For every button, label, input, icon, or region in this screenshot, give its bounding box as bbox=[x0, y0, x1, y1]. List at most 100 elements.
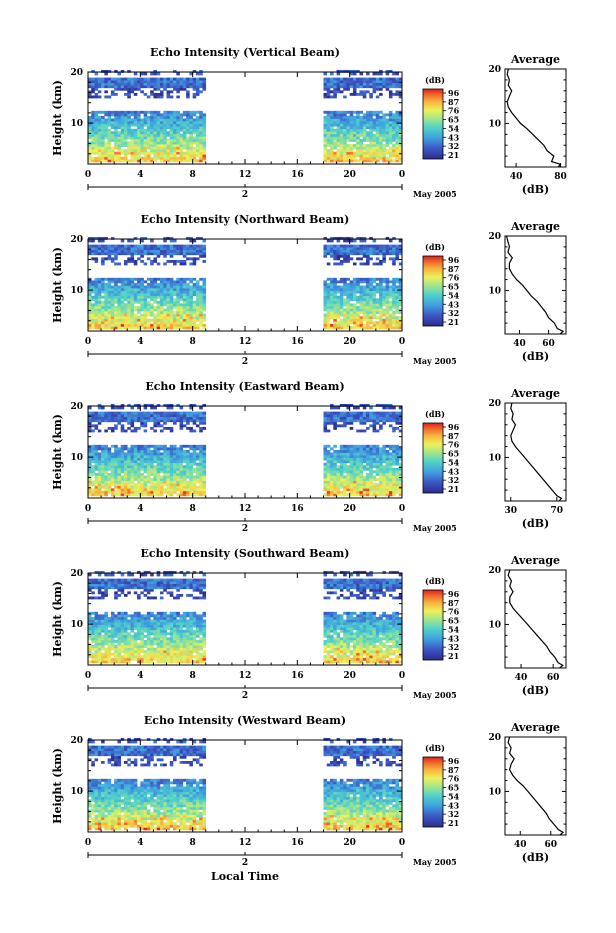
heatmap-cell bbox=[176, 296, 180, 299]
heatmap-cell bbox=[189, 455, 193, 458]
heatmap-cell bbox=[104, 147, 108, 150]
heatmap-cell bbox=[395, 473, 399, 476]
heatmap-cell bbox=[363, 458, 367, 461]
heatmap-cell bbox=[196, 136, 200, 139]
heatmap-cell bbox=[373, 455, 377, 458]
heatmap-cell bbox=[330, 422, 334, 425]
heatmap-cell bbox=[330, 136, 334, 139]
heatmap-cell bbox=[369, 311, 373, 314]
average-x-tick-label: 30 bbox=[504, 506, 517, 516]
heatmap-cell bbox=[88, 283, 92, 286]
heatmap-cell bbox=[202, 419, 206, 422]
heatmap-cell bbox=[144, 458, 148, 461]
heatmap-cell bbox=[363, 493, 367, 496]
heatmap-cell bbox=[373, 240, 377, 243]
heatmap-cell bbox=[363, 476, 367, 479]
heatmap-cell bbox=[369, 419, 373, 422]
heatmap-cell bbox=[153, 407, 157, 410]
heatmap-cell bbox=[193, 260, 197, 263]
heatmap-cell bbox=[150, 93, 154, 96]
heatmap-cell bbox=[147, 288, 151, 291]
heatmap-cell bbox=[180, 245, 184, 248]
heatmap-cell bbox=[121, 319, 125, 322]
colorbar-title: (dB) bbox=[425, 75, 445, 85]
heatmap-cell bbox=[359, 412, 363, 415]
heatmap-cell bbox=[392, 314, 396, 317]
heatmap-cell bbox=[167, 473, 171, 476]
heatmap-cell bbox=[324, 450, 328, 453]
heatmap-cell bbox=[114, 157, 118, 160]
heatmap-cell bbox=[395, 154, 399, 157]
heatmap-cell bbox=[373, 424, 377, 427]
heatmap-cell bbox=[379, 152, 383, 155]
heatmap-cell bbox=[189, 445, 193, 448]
heatmap-cell bbox=[150, 85, 154, 88]
x-tick-label: 12 bbox=[239, 170, 252, 180]
heatmap-cell bbox=[343, 116, 347, 119]
heatmap-cell bbox=[186, 417, 190, 420]
heatmap-cell bbox=[359, 240, 363, 243]
heatmap-cell bbox=[350, 463, 354, 466]
heatmap-cell bbox=[330, 131, 334, 134]
heatmap-cell bbox=[202, 80, 206, 83]
heatmap-cell bbox=[376, 119, 380, 122]
heatmap-cell bbox=[327, 288, 331, 291]
heatmap-cell bbox=[176, 139, 180, 142]
heatmap-cell bbox=[379, 483, 383, 486]
heatmap-cell bbox=[202, 152, 206, 155]
heatmap-cell bbox=[202, 458, 206, 461]
heatmap-cell bbox=[104, 293, 108, 296]
heatmap-cell bbox=[379, 139, 383, 142]
heatmap-cell bbox=[366, 455, 370, 458]
heatmap-cell bbox=[366, 83, 370, 86]
heatmap-cell bbox=[153, 481, 157, 484]
heatmap-cell bbox=[373, 124, 377, 127]
heatmap-cell bbox=[147, 247, 151, 250]
heatmap-cell bbox=[170, 144, 174, 147]
heatmap-cell bbox=[373, 73, 377, 76]
heatmap-cell bbox=[346, 85, 350, 88]
heatmap-cell bbox=[369, 493, 373, 496]
heatmap-cell bbox=[196, 447, 200, 450]
heatmap-cell bbox=[137, 488, 141, 491]
heatmap-cell bbox=[160, 417, 164, 420]
heatmap-cell bbox=[389, 142, 393, 145]
heatmap-cell bbox=[131, 134, 135, 137]
heatmap-cell bbox=[389, 319, 393, 322]
heatmap-cell bbox=[359, 129, 363, 132]
heatmap-cell bbox=[376, 463, 380, 466]
heatmap-cell bbox=[144, 85, 148, 88]
heatmap-cell bbox=[373, 291, 377, 294]
heatmap-cell bbox=[189, 412, 193, 415]
heatmap-cell bbox=[386, 481, 390, 484]
heatmap-cell bbox=[199, 470, 203, 473]
heatmap-cell bbox=[392, 80, 396, 83]
heatmap-cell bbox=[144, 417, 148, 420]
heatmap-cell bbox=[127, 147, 131, 150]
heatmap-cell bbox=[189, 250, 193, 253]
heatmap-cell bbox=[373, 134, 377, 137]
heatmap-cell bbox=[150, 73, 154, 76]
heatmap-cell bbox=[186, 306, 190, 309]
heatmap-cell bbox=[176, 121, 180, 124]
heatmap-cell bbox=[180, 286, 184, 289]
heatmap-cell bbox=[131, 240, 135, 243]
heatmap-cell bbox=[98, 491, 102, 494]
heatmap-cell bbox=[379, 301, 383, 304]
colorbar-label: 21 bbox=[448, 484, 459, 494]
heatmap-cell bbox=[366, 460, 370, 463]
heatmap-cell bbox=[392, 159, 396, 162]
heatmap-cell bbox=[386, 414, 390, 417]
heatmap-cell bbox=[140, 417, 144, 420]
heatmap-cell bbox=[176, 465, 180, 468]
x-tick-label: 8 bbox=[190, 504, 196, 514]
heatmap-cell bbox=[104, 314, 108, 317]
heatmap-cell bbox=[327, 96, 331, 99]
heatmap-cell bbox=[104, 283, 108, 286]
heatmap-cell bbox=[186, 116, 190, 119]
heatmap-cell bbox=[363, 159, 367, 162]
heatmap-cell bbox=[98, 473, 102, 476]
heatmap-cell bbox=[147, 303, 151, 306]
heatmap-cell bbox=[173, 88, 177, 91]
heatmap-cell bbox=[163, 80, 167, 83]
